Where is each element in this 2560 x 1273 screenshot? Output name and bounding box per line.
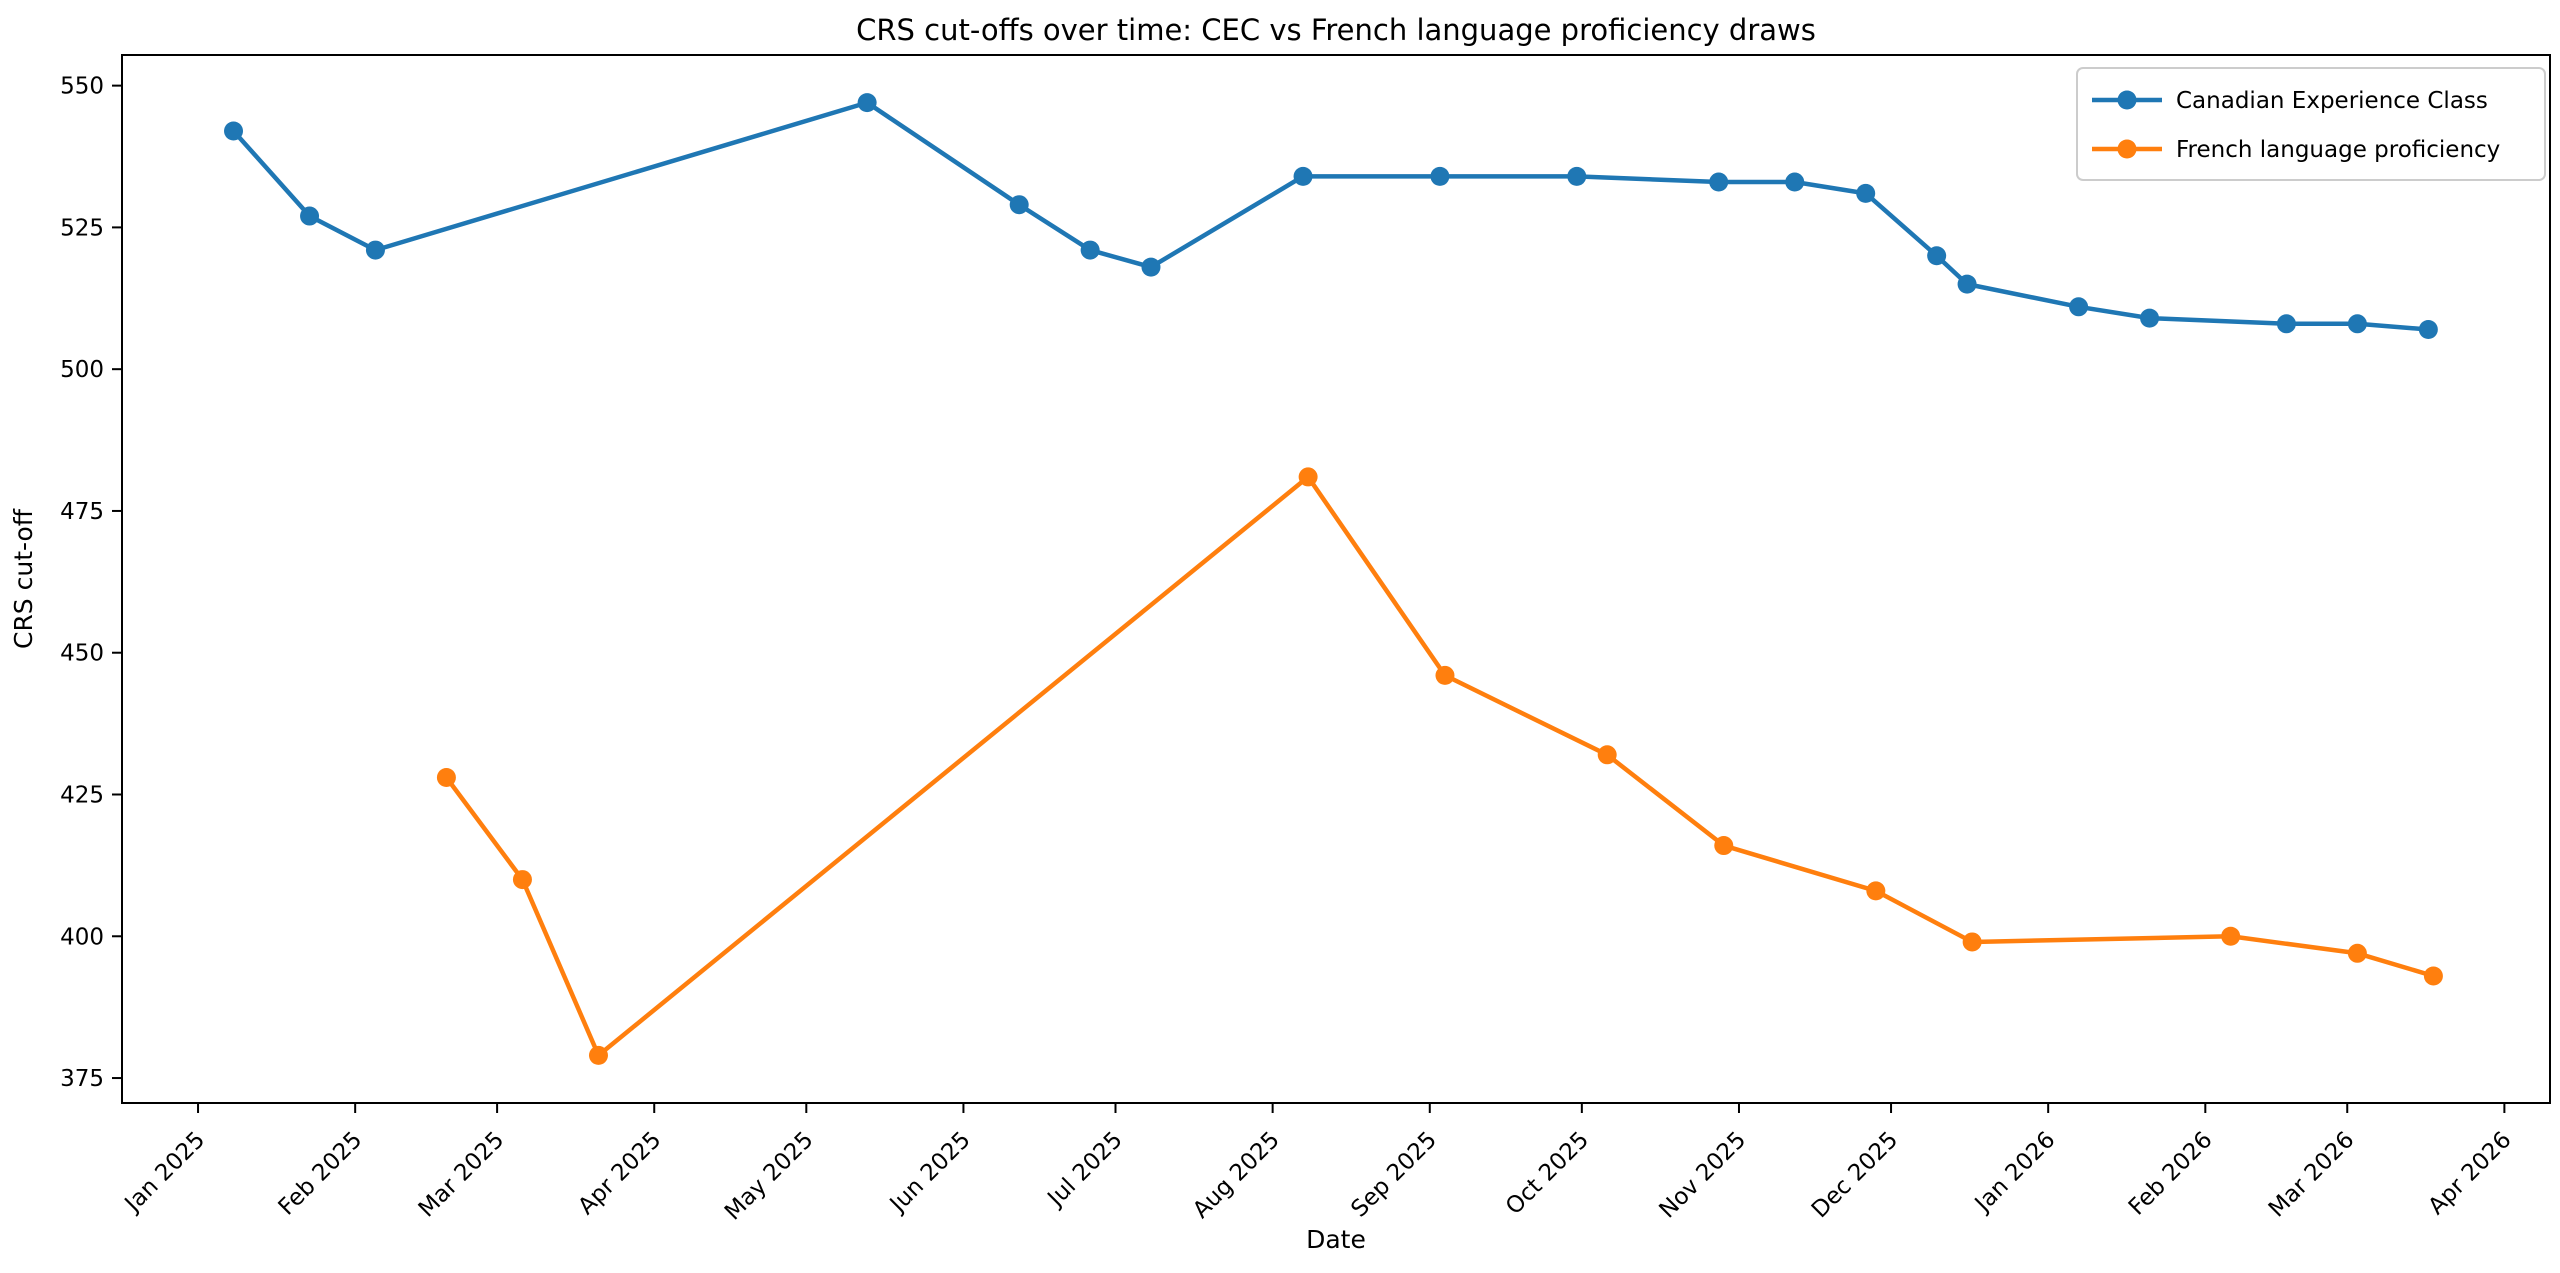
x-tick-label: Jun 2025 — [884, 1127, 976, 1219]
cec-data-point — [1957, 274, 1977, 294]
french-data-point — [588, 1045, 608, 1065]
x-tick-label: Oct 2025 — [1501, 1127, 1594, 1220]
y-tick-label: 525 — [60, 215, 104, 241]
cec-data-point — [2140, 308, 2160, 328]
french-data-point — [1597, 745, 1617, 765]
legend-cec-label: Canadian Experience Class — [2176, 88, 2488, 114]
french-data-point — [436, 767, 456, 787]
y-tick-label: 375 — [60, 1066, 104, 1092]
legend-french-label: French language proficiency — [2176, 137, 2500, 163]
plot-area: 375 400 425 450 475 500 525 550 Jan 2025 Feb 2025… — [60, 54, 2551, 1226]
x-tick-label: Aug 2025 — [1188, 1127, 1285, 1224]
x-tick-label: Jan 2025 — [119, 1127, 210, 1218]
x-tick-label: Jul 2025 — [1042, 1127, 1128, 1213]
cec-data-point — [1785, 172, 1805, 192]
x-tick-label: Apr 2026 — [2424, 1127, 2517, 1220]
x-tick-label: Feb 2025 — [274, 1127, 368, 1221]
legend: Canadian Experience Class French languag… — [2076, 67, 2546, 181]
x-tick-label: Sep 2025 — [1346, 1127, 1442, 1223]
x-tick-label: May 2025 — [720, 1127, 819, 1226]
cec-data-point — [365, 240, 385, 260]
y-tick-label: 550 — [60, 74, 104, 100]
cec-series-line — [231, 100, 2431, 332]
cec-data-point — [1430, 166, 1450, 186]
axes-spines — [121, 54, 2551, 1104]
cec-data-point — [300, 206, 320, 226]
french-data-point — [1298, 467, 1318, 487]
french-data-point — [2347, 943, 2367, 963]
x-tick-label: Nov 2025 — [1655, 1127, 1752, 1224]
legend-item-cec: Canadian Experience Class — [2092, 88, 2488, 114]
x-tick-label: Mar 2025 — [414, 1127, 510, 1223]
cec-data-point — [2418, 319, 2438, 339]
cec-data-point — [1080, 240, 1100, 260]
cec-data-point — [1141, 257, 1161, 277]
french-series-line — [444, 474, 2436, 1058]
cec-data-point — [1293, 166, 1313, 186]
x-tick-label: Feb 2026 — [2124, 1127, 2218, 1221]
french-data-point — [2423, 966, 2443, 986]
x-axis-label: Date — [1306, 1225, 1366, 1254]
french-data-point — [1714, 836, 1734, 856]
french-data-point — [2221, 926, 2241, 946]
chart-title: CRS cut-offs over time: CEC vs French la… — [856, 13, 1816, 47]
legend-box — [2076, 67, 2546, 181]
legend-item-french: French language proficiency — [2092, 137, 2500, 163]
cec-data-point — [2276, 314, 2296, 334]
french-data-point — [1435, 665, 1455, 685]
cec-data-point — [2069, 297, 2089, 317]
y-tick-label: 500 — [60, 357, 104, 383]
cec-data-point — [1856, 183, 1876, 203]
x-tick-label: Apr 2025 — [573, 1127, 666, 1220]
x-tick-label: Jan 2026 — [1969, 1127, 2060, 1218]
cec-data-point — [1927, 246, 1947, 266]
cec-data-point — [224, 121, 244, 141]
y-axis-label: CRS cut-off — [9, 508, 38, 649]
cec-data-point — [2347, 314, 2367, 334]
x-tick-label: Mar 2026 — [2264, 1127, 2360, 1223]
legend-cec-marker-icon — [2117, 90, 2137, 110]
legend-french-marker-icon — [2117, 139, 2137, 159]
y-tick-label: 450 — [60, 641, 104, 667]
cec-data-point — [1709, 172, 1729, 192]
french-data-point — [512, 870, 532, 890]
cec-data-point — [1567, 166, 1587, 186]
y-tick-label: 425 — [60, 782, 104, 808]
french-data-point — [1962, 932, 1982, 952]
y-tick-label: 475 — [60, 499, 104, 525]
cec-data-point — [857, 93, 877, 113]
french-data-point — [1866, 881, 1886, 901]
cec-data-point — [1009, 195, 1029, 215]
x-tick-label: Dec 2025 — [1807, 1127, 1903, 1223]
y-tick-label: 400 — [60, 924, 104, 950]
